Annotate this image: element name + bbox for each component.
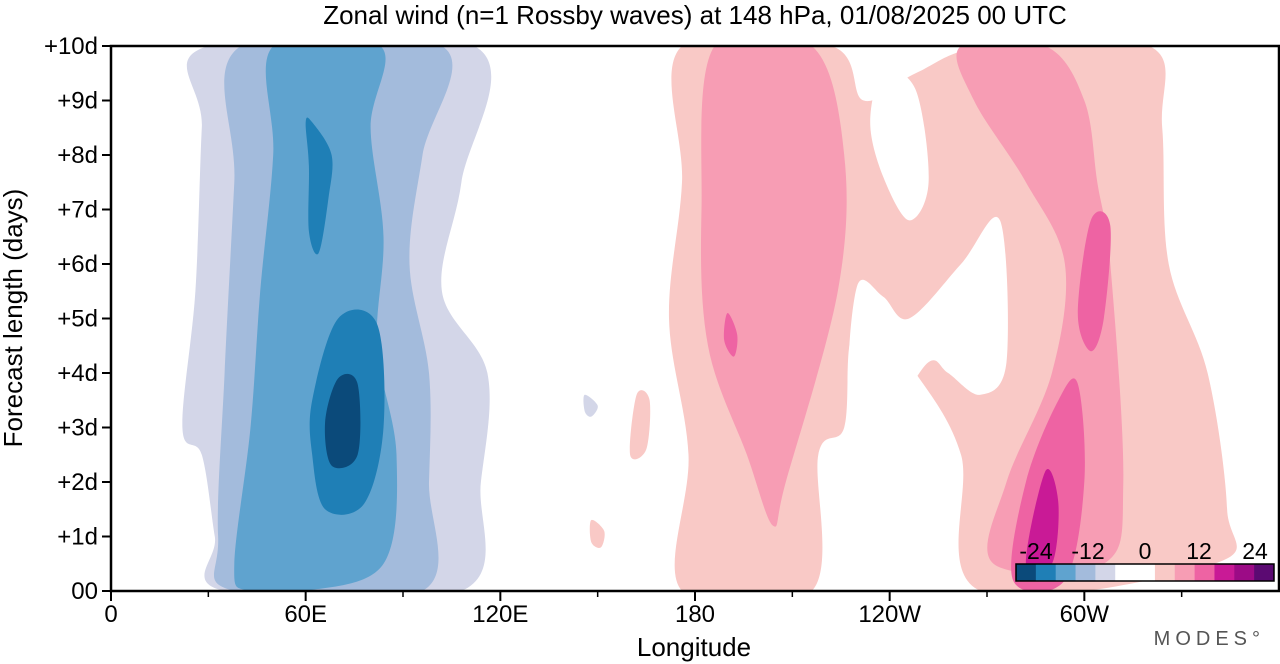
contour-pink-blob-168: [629, 390, 651, 460]
y-tick-label: +2d: [57, 469, 98, 496]
y-tick-label: +8d: [57, 142, 98, 169]
colorbar-swatch: [1035, 564, 1057, 581]
colorbar-swatch: [1135, 564, 1156, 581]
contour-white-hole-upper: [870, 70, 929, 221]
contour-blue-core-upper: [305, 117, 333, 255]
colorbar-tick-label: -12: [1071, 538, 1104, 564]
y-axis: 00 +1d +2d +3d +4d +5d +6d +7d +8d +9d +10d: [44, 33, 111, 605]
y-tick-label: 00: [71, 578, 98, 605]
colorbar-swatch: [1254, 564, 1275, 581]
contour-pink-dot-152: [589, 519, 605, 548]
y-tick-label: +6d: [57, 251, 98, 278]
contour-fill-layer: [182, 46, 1237, 591]
contour-blue-dot-150: [583, 394, 598, 417]
colorbar-swatch: [1075, 564, 1096, 581]
x-tick-label: 120W: [858, 601, 921, 628]
colorbar-swatch: [1095, 564, 1116, 581]
y-axis-label: Forecast length (days): [0, 189, 28, 448]
contour-pink-strong-left: [723, 313, 738, 357]
contour-blue-core-deep: [324, 373, 361, 469]
colorbar-swatch: [1115, 564, 1136, 581]
chart-title: Zonal wind (n=1 Rossby waves) at 148 hPa…: [323, 0, 1067, 30]
colorbar-swatch: [1154, 564, 1176, 581]
colorbar-swatch: [1194, 564, 1215, 581]
x-axis-label: Longitude: [637, 632, 751, 662]
y-tick-label: +9d: [57, 88, 98, 115]
y-tick-label: +1d: [57, 524, 98, 551]
x-tick-label: 0: [104, 601, 117, 628]
contour-pink-mid-left: [700, 46, 847, 527]
y-tick-label: +4d: [57, 360, 98, 387]
colorbar-swatch: [1174, 564, 1196, 581]
colorbar-tick-label: 12: [1186, 538, 1212, 564]
colorbar: -24 -12 0 12 24: [1015, 538, 1275, 582]
y-tick-label: +10d: [44, 33, 98, 60]
x-tick-label: 60E: [284, 601, 327, 628]
y-tick-label: +5d: [57, 306, 98, 333]
colorbar-swatch: [1016, 564, 1037, 581]
y-tick-label: +7d: [57, 197, 98, 224]
colorbar-frame: [1015, 563, 1275, 582]
contour-pink-strong-core: [1025, 468, 1059, 574]
colorbar-swatch: [1234, 564, 1255, 581]
contour-white-hole-lower: [848, 216, 1008, 414]
colorbar-tick-label: 24: [1242, 538, 1268, 564]
x-tick-label: 120E: [472, 601, 528, 628]
modes-watermark: MODES°: [1154, 628, 1265, 650]
colorbar-swatch: [1214, 564, 1235, 581]
colorbar-swatch: [1055, 564, 1076, 581]
contour-pink-strong-right: [1077, 211, 1111, 352]
x-tick-label: 60W: [1060, 601, 1110, 628]
x-axis: 0 60E 120E 180 120W 60W: [104, 591, 1183, 628]
colorbar-tick-label: -24: [1019, 538, 1052, 564]
colorbar-tick-label: 0: [1139, 538, 1152, 564]
x-tick-label: 180: [675, 601, 715, 628]
y-tick-label: +3d: [57, 415, 98, 442]
